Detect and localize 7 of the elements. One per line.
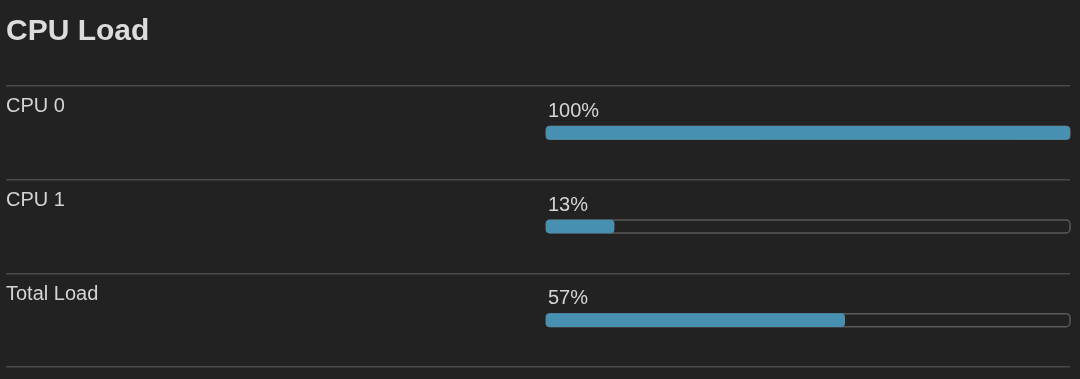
data-label: 100% <box>548 98 600 121</box>
data-label: 57% <box>548 286 589 309</box>
y-tick-label: CPU 0 <box>6 94 65 117</box>
y-tick-label: CPU 1 <box>6 188 65 211</box>
data-label: 13% <box>548 192 589 215</box>
text: CPU Load <box>6 13 150 47</box>
y-tick-label: Total Load <box>6 281 99 304</box>
